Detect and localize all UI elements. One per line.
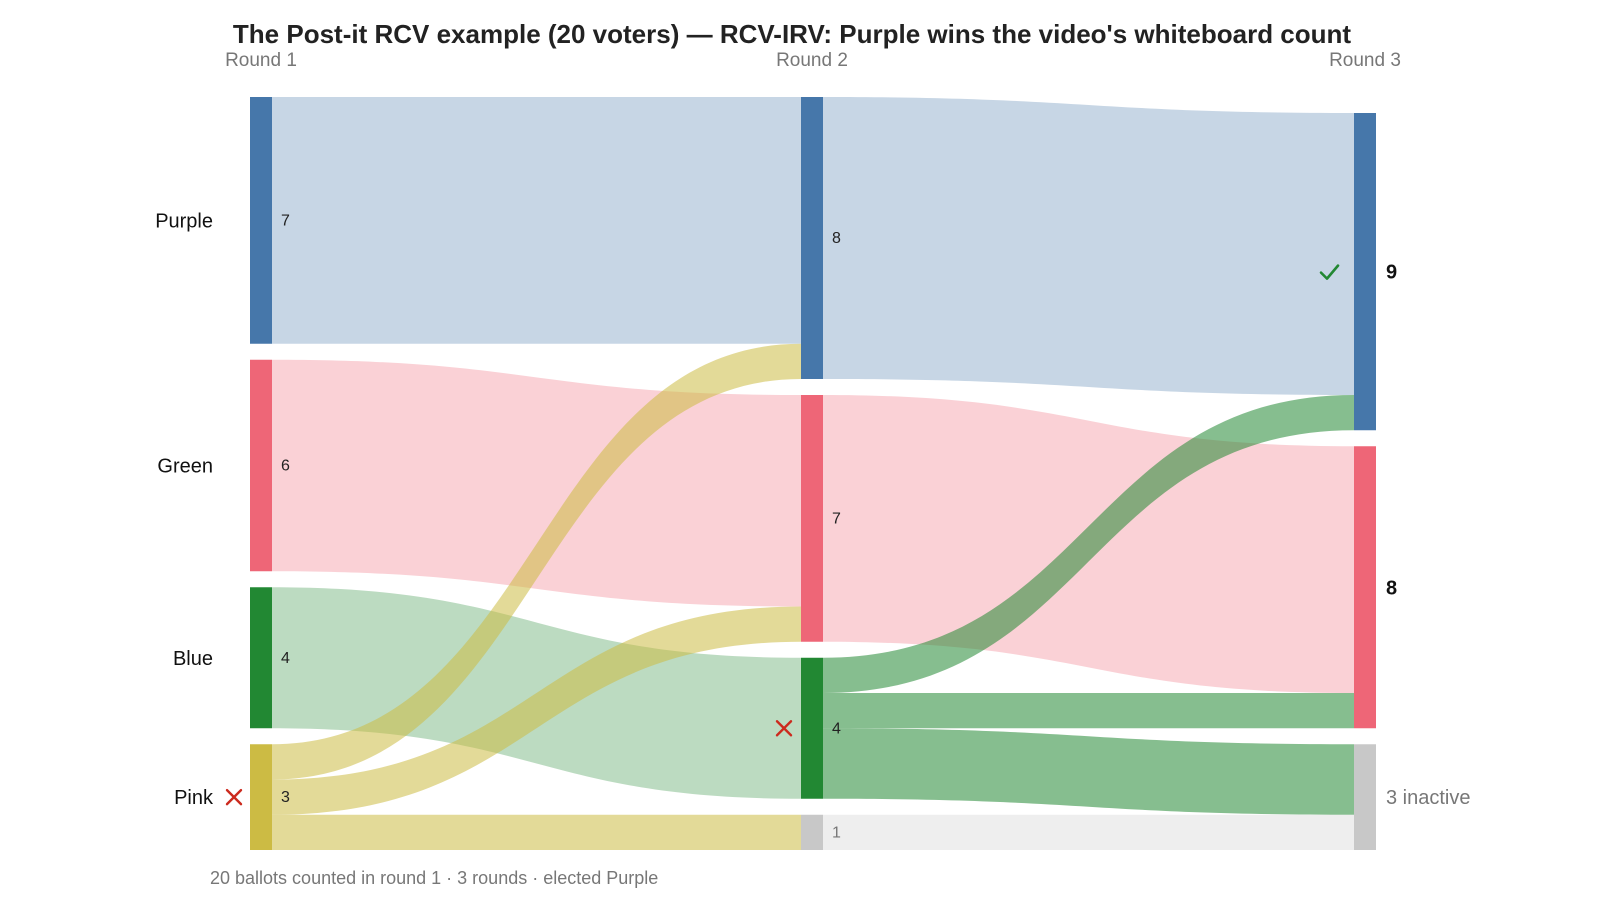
x-stroke-b	[775, 720, 793, 737]
count-label-purple-round-3: 9	[1386, 262, 1397, 284]
count-label-pink-round-1: 3	[281, 789, 290, 806]
node-blue-round-1	[250, 587, 272, 729]
count-label-purple-round-2: 8	[832, 230, 841, 247]
node-green-round-3	[1354, 446, 1376, 729]
count-label-inactive-round-2: 1	[832, 824, 841, 841]
x-stroke-b	[225, 788, 243, 806]
flow-purple-to-purple-round-1	[272, 97, 801, 344]
round-label-2: Round 2	[776, 50, 848, 71]
count-label-inactive-round-3: 3 inactive	[1386, 787, 1471, 809]
node-purple-round-1	[250, 97, 272, 344]
flow-pink-to-purple-round-1	[272, 343, 801, 780]
flow-blue-to-inactive-round-2	[823, 728, 1354, 815]
count-label-blue-round-1: 4	[281, 650, 290, 667]
count-label-green-round-1: 6	[281, 458, 290, 475]
count-label-green-round-3: 8	[1386, 577, 1397, 599]
node-pink-round-1	[250, 744, 272, 850]
round-label-3: Round 3	[1329, 50, 1401, 71]
candidate-label-green: Green	[157, 456, 213, 478]
flow-blue-to-green-round-2	[823, 693, 1354, 729]
flows-layer	[272, 97, 1354, 850]
flow-green-to-green-round-1	[272, 359, 801, 607]
chart-footer: 20 ballots counted in round 1 · 3 rounds…	[210, 868, 658, 888]
node-green-round-1	[250, 359, 272, 572]
flow-inactive-to-inactive-round-2	[823, 814, 1354, 850]
node-blue-round-2	[801, 657, 823, 799]
flow-blue-to-purple-round-2	[823, 395, 1354, 693]
count-label-green-round-2: 7	[832, 510, 841, 527]
candidate-label-blue: Blue	[173, 648, 213, 670]
candidate-label-purple: Purple	[155, 210, 213, 232]
flow-purple-to-purple-round-2	[823, 97, 1354, 395]
chart-title: The Post-it RCV example (20 voters) — RC…	[233, 19, 1351, 49]
node-purple-round-2	[801, 97, 823, 379]
node-green-round-2	[801, 395, 823, 642]
labels-layer: 7 6 4 3 8 7 4 1 9 8 3 inactive Purple Green Blue Pink R…	[155, 50, 1470, 841]
nodes-layer	[250, 97, 1376, 850]
count-label-purple-round-1: 7	[281, 212, 290, 229]
round-label-1: Round 1	[225, 50, 297, 71]
flow-pink-to-inactive-round-1	[272, 814, 801, 850]
winner-check-icon	[1319, 264, 1340, 280]
node-purple-round-3	[1354, 113, 1376, 431]
node-inactive-round-2	[801, 814, 823, 850]
eliminated-x-icon	[225, 788, 243, 806]
candidate-label-pink: Pink	[174, 787, 214, 809]
count-label-blue-round-2: 4	[832, 720, 841, 737]
flow-pink-to-green-round-1	[272, 606, 801, 815]
node-inactive-round-3	[1354, 744, 1376, 850]
eliminated-x-icon	[775, 720, 793, 737]
